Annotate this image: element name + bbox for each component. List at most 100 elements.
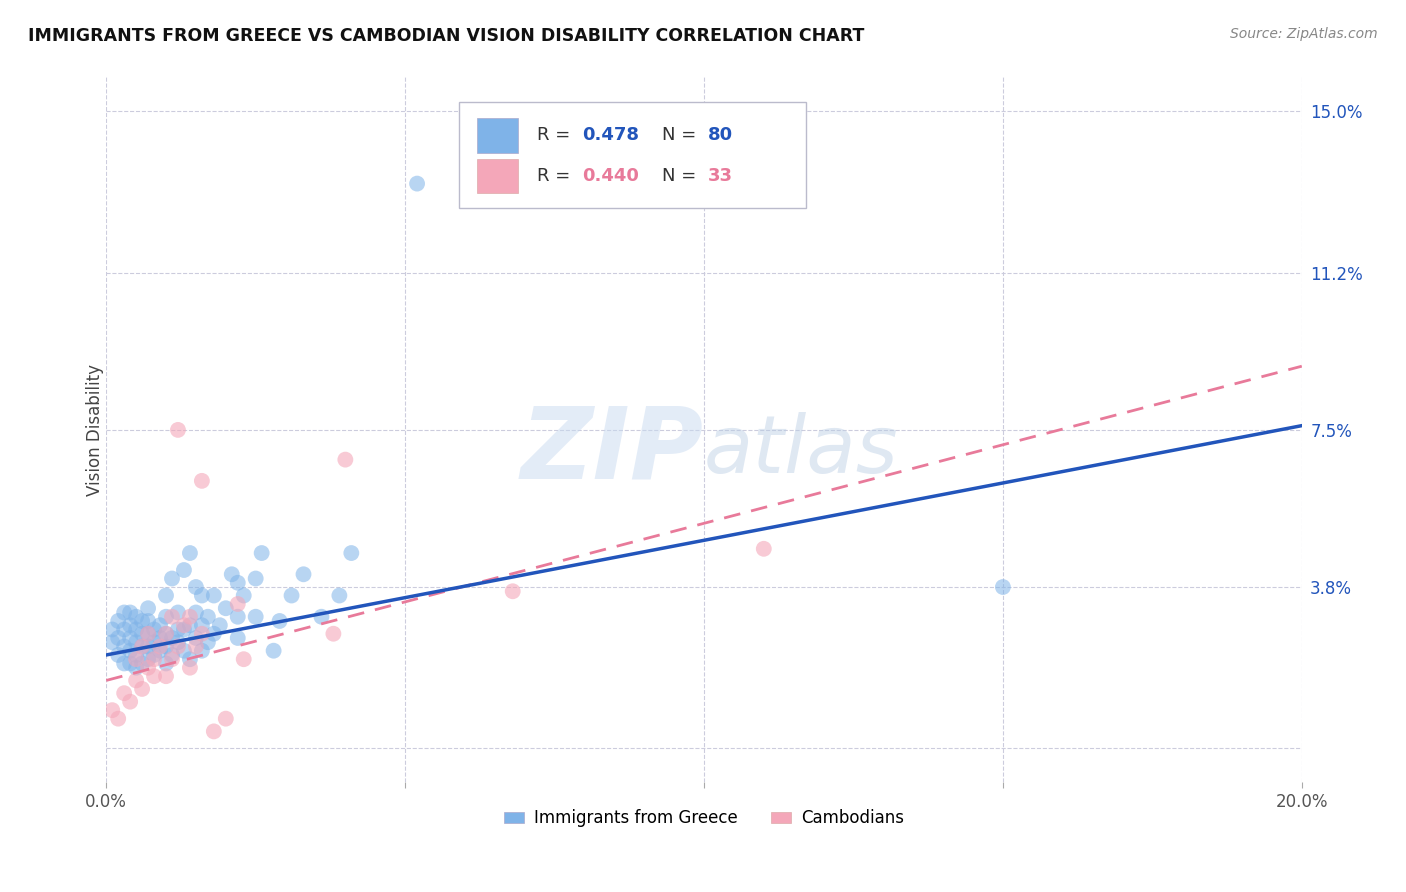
Point	[155, 640, 177, 654]
Point	[292, 567, 315, 582]
Point	[143, 623, 166, 637]
Point	[149, 631, 172, 645]
Point	[232, 652, 254, 666]
Point	[143, 669, 166, 683]
Point	[155, 609, 177, 624]
Text: 0.440: 0.440	[582, 167, 638, 186]
Text: 33: 33	[707, 167, 733, 186]
Point	[136, 661, 159, 675]
Point	[160, 572, 183, 586]
Point	[155, 669, 177, 683]
Point	[311, 609, 333, 624]
Point	[112, 623, 135, 637]
Point	[120, 631, 142, 645]
Point	[125, 661, 148, 675]
Point	[215, 601, 238, 615]
Point	[752, 541, 775, 556]
Point	[149, 618, 172, 632]
Text: R =: R =	[537, 167, 575, 186]
Point	[131, 640, 153, 654]
Point	[173, 618, 195, 632]
Point	[120, 657, 142, 671]
Point	[160, 652, 183, 666]
Point	[197, 609, 219, 624]
Point	[149, 640, 172, 654]
Text: 80: 80	[707, 127, 733, 145]
Point	[143, 652, 166, 666]
Point	[191, 474, 214, 488]
Text: N =: N =	[662, 127, 702, 145]
Point	[112, 640, 135, 654]
Point	[263, 643, 285, 657]
Point	[991, 580, 1014, 594]
Point	[191, 618, 214, 632]
Point	[335, 452, 357, 467]
Point	[125, 648, 148, 662]
Point	[143, 635, 166, 649]
Text: Source: ZipAtlas.com: Source: ZipAtlas.com	[1230, 27, 1378, 41]
Point	[155, 657, 177, 671]
Point	[136, 626, 159, 640]
Point	[245, 572, 267, 586]
Point	[120, 618, 142, 632]
Point	[184, 640, 207, 654]
Point	[269, 614, 291, 628]
Point	[226, 609, 249, 624]
Point	[197, 635, 219, 649]
FancyBboxPatch shape	[458, 102, 806, 208]
Point	[107, 631, 129, 645]
Point	[179, 618, 201, 632]
Point	[226, 631, 249, 645]
Point	[167, 635, 190, 649]
Point	[202, 724, 225, 739]
Point	[173, 643, 195, 657]
Point	[125, 609, 148, 624]
Point	[179, 652, 201, 666]
Point	[167, 423, 190, 437]
Point	[226, 575, 249, 590]
Point	[143, 648, 166, 662]
Point	[167, 606, 190, 620]
Text: atlas: atlas	[704, 412, 898, 490]
Point	[215, 712, 238, 726]
Point	[226, 597, 249, 611]
Point	[179, 609, 201, 624]
Text: IMMIGRANTS FROM GREECE VS CAMBODIAN VISION DISABILITY CORRELATION CHART: IMMIGRANTS FROM GREECE VS CAMBODIAN VISI…	[28, 27, 865, 45]
Point	[136, 614, 159, 628]
Point	[179, 546, 201, 560]
Point	[173, 623, 195, 637]
Point	[160, 648, 183, 662]
Point	[136, 601, 159, 615]
Point	[155, 626, 177, 640]
Point	[502, 584, 524, 599]
Text: 0.478: 0.478	[582, 127, 640, 145]
Point	[322, 626, 344, 640]
Point	[107, 648, 129, 662]
Point	[112, 606, 135, 620]
Point	[136, 652, 159, 666]
Point	[167, 623, 190, 637]
Text: N =: N =	[662, 167, 702, 186]
Point	[232, 589, 254, 603]
Point	[184, 631, 207, 645]
FancyBboxPatch shape	[477, 119, 517, 153]
Point	[184, 580, 207, 594]
Point	[107, 614, 129, 628]
Point	[245, 609, 267, 624]
Point	[107, 712, 129, 726]
Point	[112, 686, 135, 700]
Point	[131, 614, 153, 628]
Point	[131, 657, 153, 671]
Y-axis label: Vision Disability: Vision Disability	[86, 364, 104, 496]
Point	[131, 640, 153, 654]
Point	[160, 631, 183, 645]
Point	[173, 563, 195, 577]
Point	[184, 606, 207, 620]
Point	[120, 606, 142, 620]
Point	[136, 640, 159, 654]
Point	[202, 626, 225, 640]
Point	[125, 635, 148, 649]
Point	[221, 567, 243, 582]
Legend: Immigrants from Greece, Cambodians: Immigrants from Greece, Cambodians	[498, 803, 911, 834]
Point	[149, 643, 172, 657]
